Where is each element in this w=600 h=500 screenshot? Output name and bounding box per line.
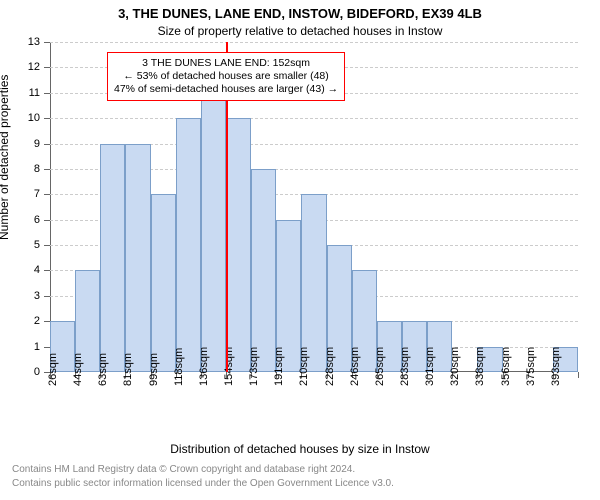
y-tick-label: 13 xyxy=(28,36,40,48)
x-tick-label: 228sqm xyxy=(324,347,336,386)
y-tick xyxy=(44,169,50,170)
x-tick-label: 136sqm xyxy=(198,347,210,386)
y-tick xyxy=(44,270,50,271)
y-tick-label: 6 xyxy=(34,214,40,226)
x-tick-label: 356sqm xyxy=(500,347,512,386)
y-tick-label: 4 xyxy=(34,264,40,276)
y-tick xyxy=(44,67,50,68)
y-tick xyxy=(44,118,50,119)
x-tick xyxy=(578,372,579,378)
annotation-line: 3 THE DUNES LANE END: 152sqm xyxy=(114,57,338,70)
histogram-bar xyxy=(151,194,176,372)
x-tick-label: 26sqm xyxy=(47,353,59,386)
y-tick xyxy=(44,194,50,195)
plot-area: 01234567891011121326sqm44sqm63sqm81sqm99… xyxy=(50,42,578,372)
chart-container: 3, THE DUNES, LANE END, INSTOW, BIDEFORD… xyxy=(0,0,600,500)
y-tick xyxy=(44,42,50,43)
x-tick-label: 246sqm xyxy=(349,347,361,386)
y-tick xyxy=(44,296,50,297)
x-tick-label: 191sqm xyxy=(273,347,285,386)
x-tick-label: 118sqm xyxy=(173,348,185,386)
histogram-bar xyxy=(100,144,125,372)
x-tick-label: 301sqm xyxy=(424,347,436,386)
y-tick-label: 5 xyxy=(34,239,40,251)
y-tick xyxy=(44,245,50,246)
x-tick-label: 44sqm xyxy=(72,353,84,386)
y-tick-label: 10 xyxy=(28,112,40,124)
y-tick xyxy=(44,220,50,221)
x-tick-label: 265sqm xyxy=(374,347,386,386)
x-tick-label: 283sqm xyxy=(399,347,411,386)
histogram-bar xyxy=(125,144,150,372)
x-tick-label: 375sqm xyxy=(525,347,537,386)
x-axis-label: Distribution of detached houses by size … xyxy=(0,442,600,456)
y-axis-label: Number of detached properties xyxy=(0,75,11,240)
annotation-box: 3 THE DUNES LANE END: 152sqm← 53% of det… xyxy=(107,52,345,101)
histogram-bar xyxy=(301,194,326,372)
y-tick-label: 2 xyxy=(34,315,40,327)
x-tick-label: 210sqm xyxy=(298,347,310,386)
gridline xyxy=(50,118,578,119)
y-tick-label: 1 xyxy=(34,341,40,353)
x-tick-label: 320sqm xyxy=(449,347,461,386)
x-tick-label: 393sqm xyxy=(550,347,562,386)
histogram-bar xyxy=(176,118,201,372)
footer-copyright-2: Contains public sector information licen… xyxy=(12,478,394,489)
y-tick-label: 7 xyxy=(34,188,40,200)
chart-title-line2: Size of property relative to detached ho… xyxy=(0,24,600,38)
x-tick-label: 154sqm xyxy=(223,347,235,386)
histogram-bar xyxy=(201,93,226,372)
y-tick-label: 9 xyxy=(34,138,40,150)
x-tick-label: 63sqm xyxy=(97,353,109,386)
x-tick-label: 338sqm xyxy=(474,347,486,386)
x-tick-label: 81sqm xyxy=(122,353,134,386)
gridline xyxy=(50,42,578,43)
y-tick-label: 11 xyxy=(29,87,40,99)
y-tick-label: 12 xyxy=(28,61,40,73)
y-tick-label: 8 xyxy=(34,163,40,175)
x-tick-label: 99sqm xyxy=(148,353,160,386)
y-tick-label: 3 xyxy=(34,290,40,302)
footer-copyright-1: Contains HM Land Registry data © Crown c… xyxy=(12,464,355,475)
histogram-bar xyxy=(226,118,251,372)
y-tick-label: 0 xyxy=(34,366,40,378)
histogram-bar xyxy=(251,169,276,372)
y-tick xyxy=(44,93,50,94)
annotation-line: 47% of semi-detached houses are larger (… xyxy=(114,83,338,96)
annotation-line: ← 53% of detached houses are smaller (48… xyxy=(114,70,338,83)
y-tick xyxy=(44,144,50,145)
x-tick-label: 173sqm xyxy=(248,347,260,386)
chart-title-line1: 3, THE DUNES, LANE END, INSTOW, BIDEFORD… xyxy=(0,6,600,21)
